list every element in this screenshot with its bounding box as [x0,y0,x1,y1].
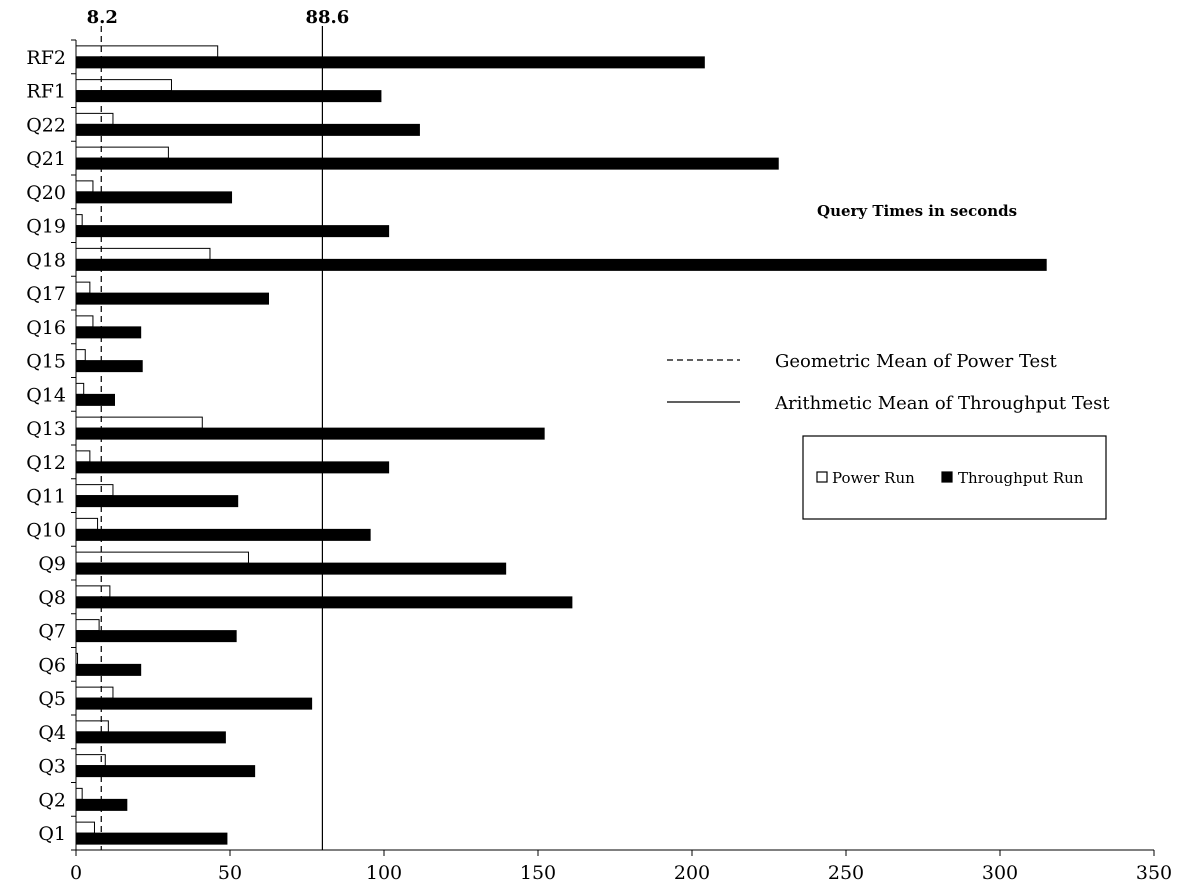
category-label-q3: Q3 [38,756,66,778]
power-run-legend-label: Power Run [832,469,915,487]
power-run-bar-q2 [75,787,83,800]
legend-box [802,435,1107,520]
throughput-run-bar-q15 [75,360,143,373]
throughput-run-bar-q14 [75,393,115,406]
category-label-q2: Q2 [38,789,66,811]
power-run-bar-q4 [75,720,109,733]
x-tick-label-100: 100 [366,862,402,884]
series-legend: Power Run Throughput Run [802,435,1107,520]
reference-line-legend: Geometric Mean of Power Test Arithmetic … [667,351,1110,414]
throughput-run-bar-q22 [75,123,420,136]
axes-layer: Q1 Q2 Q3 Q4 Q5 Q6 Q7 Q8 Q9 Q10 Q11 Q12 Q13 Q14 Q15 Q16 Q… [26,39,1172,884]
throughput-run-bar-q13 [75,427,545,440]
power-run-bar-q13 [75,416,203,429]
x-tick-label-150: 150 [520,862,556,884]
category-label-rf1: RF1 [26,81,66,103]
query-times-annotation: Query Times in seconds [817,202,1017,220]
geometric-mean-legend-label: Geometric Mean of Power Test [775,351,1057,372]
category-label-q4: Q4 [38,722,66,744]
power-run-bar-rf1 [75,79,172,92]
throughput-run-bar-q12 [75,461,390,474]
category-label-q8: Q8 [38,587,66,609]
category-label-q10: Q10 [26,519,66,541]
x-tick-label-0: 0 [70,862,82,884]
arithmetic-mean-value-label: 88.6 [305,7,349,28]
category-label-rf2: RF2 [26,47,66,69]
category-label-q20: Q20 [26,182,66,204]
power-run-bar-q12 [75,450,91,463]
category-label-q21: Q21 [26,148,66,170]
power-run-bar-q16 [75,315,94,328]
x-tick-label-350: 350 [1136,862,1172,884]
throughput-run-bar-q1 [75,832,228,845]
throughput-run-bar-q3 [75,765,256,778]
category-label-q12: Q12 [26,452,66,474]
x-tick-label-50: 50 [218,862,242,884]
throughput-run-bar-q11 [75,495,239,508]
throughput-run-bar-q16 [75,326,142,339]
throughput-run-bar-q9 [75,562,507,575]
power-run-bar-q15 [75,349,86,362]
category-label-q5: Q5 [38,688,66,710]
category-label-q15: Q15 [26,351,66,373]
x-tick-label-300: 300 [982,862,1018,884]
throughput-run-legend-label: Throughput Run [958,469,1084,487]
power-run-legend-swatch [816,471,828,483]
throughput-run-bar-rf2 [75,56,705,69]
category-label-q22: Q22 [26,114,66,136]
power-run-bar-q20 [75,180,94,193]
category-label-q19: Q19 [26,216,66,238]
throughput-run-bar-q20 [75,191,233,204]
power-run-bar-q11 [75,484,114,497]
category-label-q17: Q17 [26,283,66,305]
category-label-q9: Q9 [38,553,66,575]
arithmetic-mean-legend-label: Arithmetic Mean of Throughput Test [774,393,1110,414]
power-run-bar-q1 [75,821,95,834]
bars-layer [75,45,1047,845]
throughput-run-bar-rf1 [75,90,382,103]
power-run-bar-rf2 [75,45,219,58]
throughput-run-bar-q6 [75,663,142,676]
power-run-bar-q14 [75,382,85,395]
power-run-bar-q19 [75,214,83,227]
category-label-q7: Q7 [38,621,66,643]
throughput-run-bar-q10 [75,528,371,541]
throughput-run-bar-q17 [75,292,269,305]
category-label-q6: Q6 [38,654,66,676]
power-run-bar-q9 [75,551,249,564]
throughput-run-bar-q21 [75,157,779,170]
category-label-q1: Q1 [38,823,66,845]
throughput-run-bar-q5 [75,697,313,710]
throughput-run-bar-q8 [75,596,573,609]
power-run-bar-q8 [75,585,111,598]
reference-lines-layer: 8.2 88.6 [87,7,349,850]
category-label-q18: Q18 [26,249,66,271]
power-run-bar-q18 [75,247,211,260]
throughput-run-bar-q4 [75,731,226,744]
x-tick-label-200: 200 [674,862,710,884]
throughput-run-legend-swatch [941,471,953,483]
power-run-bar-q10 [75,517,99,530]
power-run-bar-q7 [75,619,100,632]
power-run-bar-q21 [75,146,169,159]
category-label-q13: Q13 [26,418,66,440]
power-run-bar-q22 [75,112,114,125]
throughput-run-bar-q18 [75,258,1047,271]
geometric-mean-value-label: 8.2 [87,7,118,28]
category-label-q16: Q16 [26,317,66,339]
category-label-q14: Q14 [26,384,66,406]
x-tick-label-250: 250 [828,862,864,884]
power-run-bar-q5 [75,686,114,699]
throughput-run-bar-q7 [75,630,237,643]
category-label-q11: Q11 [26,486,66,508]
power-run-bar-q17 [75,281,91,294]
throughput-run-bar-q19 [75,225,390,238]
